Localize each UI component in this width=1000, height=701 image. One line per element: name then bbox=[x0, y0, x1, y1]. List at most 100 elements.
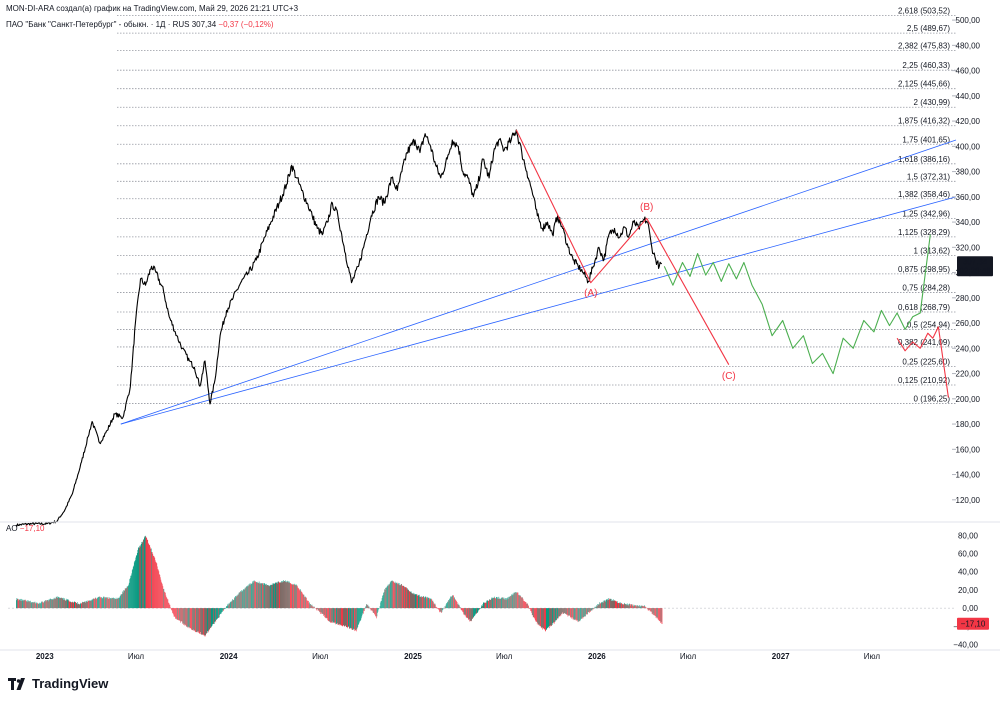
ao-bar bbox=[423, 595, 424, 609]
ao-bar bbox=[586, 608, 588, 615]
ao-bar bbox=[350, 608, 351, 629]
ao-bar bbox=[305, 597, 307, 609]
ao-bar bbox=[330, 608, 331, 623]
ao-bar bbox=[583, 608, 584, 618]
ao-bar bbox=[377, 608, 378, 613]
ao-bar bbox=[19, 599, 20, 609]
ao-bar bbox=[572, 608, 573, 618]
ao-bar bbox=[443, 608, 445, 609]
ao-bar bbox=[640, 605, 642, 609]
ao-bar bbox=[612, 600, 613, 609]
ao-bar bbox=[454, 599, 456, 609]
tradingview-logo[interactable]: TradingView bbox=[8, 676, 108, 691]
ao-bar bbox=[628, 604, 629, 609]
ao-bar bbox=[385, 587, 386, 609]
ao-bar bbox=[183, 608, 185, 624]
ao-bar bbox=[333, 608, 334, 623]
ao-bar bbox=[384, 589, 386, 609]
ao-bar bbox=[344, 608, 346, 627]
ao-legend[interactable]: AO −17,10 bbox=[6, 524, 45, 533]
ao-bar bbox=[471, 608, 473, 619]
ao-bar bbox=[508, 598, 509, 609]
ao-bar bbox=[558, 608, 560, 617]
ao-bar bbox=[364, 608, 365, 612]
ao-bar bbox=[541, 608, 542, 628]
ao-bar bbox=[631, 604, 633, 609]
ao-bar bbox=[184, 608, 186, 625]
ao-bar bbox=[182, 608, 183, 624]
ao-bar bbox=[360, 608, 361, 621]
ao-bar bbox=[359, 608, 360, 623]
ao-bar bbox=[438, 608, 440, 611]
ao-bar bbox=[229, 603, 230, 609]
ao-bar bbox=[601, 602, 603, 609]
ao-bar bbox=[368, 606, 370, 609]
ao-bar bbox=[500, 598, 502, 609]
ao-bar bbox=[457, 604, 458, 609]
ao-bar bbox=[435, 604, 436, 609]
ao-bar bbox=[109, 598, 110, 609]
wave-label-1: (B) bbox=[640, 202, 653, 213]
ao-bar bbox=[272, 584, 273, 609]
ao-bar bbox=[557, 608, 558, 619]
ao-bar bbox=[603, 602, 604, 609]
ao-bar bbox=[108, 597, 110, 609]
ao-bar bbox=[347, 608, 348, 628]
ao-bar bbox=[617, 601, 618, 609]
ao-bar bbox=[532, 608, 534, 618]
ao-bar bbox=[388, 585, 389, 609]
time-tick-label-0: 2023 bbox=[36, 652, 54, 661]
ao-bar bbox=[339, 608, 340, 625]
ao-bar bbox=[456, 601, 457, 609]
fib-label-7: 1,75 (401,65) bbox=[902, 135, 950, 144]
ao-bar bbox=[66, 600, 67, 609]
ao-bar bbox=[565, 608, 566, 614]
ao-bar bbox=[29, 601, 31, 609]
ao-bar bbox=[385, 587, 387, 609]
ao-bar bbox=[149, 545, 151, 609]
ao-bar bbox=[45, 600, 47, 609]
ao-bar bbox=[569, 608, 571, 616]
ao-bar bbox=[355, 608, 356, 631]
ao-bar bbox=[642, 605, 643, 609]
ao-bar bbox=[28, 601, 30, 609]
ao-bar bbox=[316, 608, 317, 611]
ao-bar bbox=[450, 596, 452, 609]
ao-bar bbox=[93, 598, 94, 609]
symbol-legend[interactable]: ПАО "Банк "Санкт-Петербург" - обыкн. · 1… bbox=[6, 20, 274, 29]
ao-bar bbox=[88, 600, 90, 609]
ao-bar bbox=[550, 608, 552, 626]
ao-bar bbox=[54, 598, 56, 609]
ao-bar bbox=[298, 588, 300, 609]
ao-bar bbox=[477, 608, 479, 612]
ao-bar bbox=[115, 598, 116, 609]
ao-bar bbox=[490, 599, 492, 609]
ao-bar bbox=[127, 586, 128, 609]
ao-bar bbox=[238, 594, 239, 609]
ao-bar bbox=[481, 605, 483, 609]
ao-bar bbox=[318, 608, 320, 611]
ao-bar bbox=[464, 608, 466, 617]
ao-bar bbox=[90, 600, 91, 609]
ao-bar bbox=[410, 592, 411, 609]
ao-bar bbox=[66, 599, 68, 609]
ao-bar bbox=[121, 594, 123, 609]
ao-bar bbox=[259, 582, 261, 609]
ao-bar bbox=[50, 599, 52, 609]
ao-bar bbox=[287, 581, 289, 609]
ao-bar bbox=[83, 602, 84, 609]
ao-bar bbox=[582, 608, 584, 619]
ao-bar bbox=[558, 608, 559, 619]
ao-bar bbox=[235, 596, 237, 609]
ao-bar bbox=[70, 602, 72, 609]
ao-bar bbox=[104, 598, 106, 609]
ao-bar bbox=[126, 586, 128, 609]
ao-bar bbox=[583, 608, 585, 617]
ao-bar bbox=[93, 598, 95, 609]
ao-bar bbox=[245, 586, 247, 609]
ao-bar bbox=[269, 585, 271, 609]
ao-bar bbox=[504, 598, 506, 609]
ao-bar bbox=[379, 606, 381, 609]
ao-bar bbox=[605, 599, 607, 609]
